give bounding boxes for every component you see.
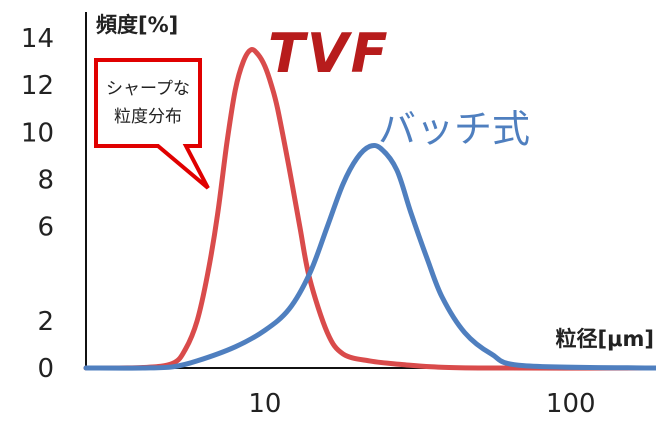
y-axis-title: 頻度[%]: [96, 13, 178, 37]
y-tick-label: 6: [37, 213, 54, 243]
y-tick-label: 14: [21, 24, 54, 54]
series-layer: [83, 47, 656, 371]
x-tick-labels: 10 100: [248, 389, 595, 419]
y-tick-label: 10: [21, 118, 54, 148]
callout-box: [94, 58, 210, 190]
y-tick-label: 2: [37, 307, 54, 337]
callout-annotation: シャープな 粒度分布: [94, 58, 210, 190]
callout-line-2: 粒度分布: [114, 107, 182, 127]
x-axis-title: 粒径[μm]: [555, 327, 654, 351]
series-line-batch: [83, 142, 656, 371]
x-tick-label: 100: [546, 389, 596, 419]
series-label-batch: バッチ式: [378, 107, 530, 151]
y-tick-label: 8: [37, 165, 54, 195]
tvf-logo: TVF: [268, 22, 390, 85]
callout-line-1: シャープな: [106, 79, 190, 99]
logo-text: TVF: [268, 22, 390, 85]
y-tick-label: 12: [21, 71, 54, 101]
x-tick-label: 10: [248, 389, 281, 419]
series-line-sharp: [83, 47, 656, 371]
y-tick-labels: 0 2 6 8 10 12 14: [21, 24, 54, 384]
y-tick-label: 0: [37, 354, 54, 384]
